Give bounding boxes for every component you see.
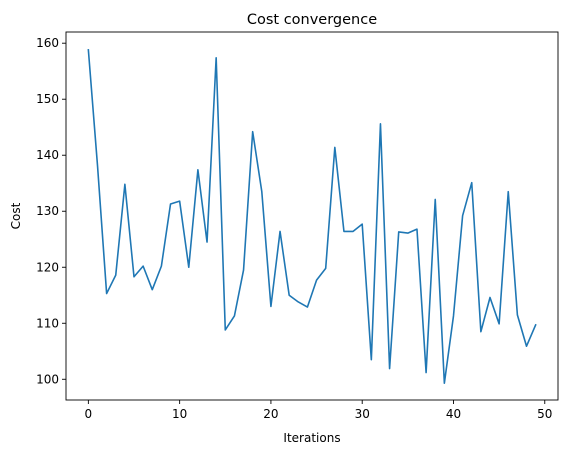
y-axis: 100 110 120 130 140 150 160 xyxy=(36,36,66,386)
x-tick-label: 40 xyxy=(446,407,461,421)
plot-area xyxy=(87,49,537,385)
x-axis-label: Iterations xyxy=(283,431,340,445)
y-tick-label: 160 xyxy=(36,36,59,50)
y-tick-label: 110 xyxy=(36,316,59,330)
x-tick-label: 30 xyxy=(355,407,370,421)
x-tick-label: 10 xyxy=(172,407,187,421)
y-tick-label: 150 xyxy=(36,92,59,106)
axes-frame xyxy=(65,31,559,401)
x-tick-label: 50 xyxy=(537,407,552,421)
x-tick-label: 20 xyxy=(263,407,278,421)
x-axis: 0 10 20 30 40 50 xyxy=(85,400,552,421)
y-axis-label: Cost xyxy=(9,202,23,229)
y-tick-label: 120 xyxy=(36,260,59,274)
y-tick-label: 130 xyxy=(36,204,59,218)
x-tick-label: 0 xyxy=(85,407,93,421)
y-tick-label: 100 xyxy=(36,372,59,386)
series-line xyxy=(87,49,537,385)
y-tick-label: 140 xyxy=(36,148,59,162)
chart-title: Cost convergence xyxy=(247,12,377,28)
